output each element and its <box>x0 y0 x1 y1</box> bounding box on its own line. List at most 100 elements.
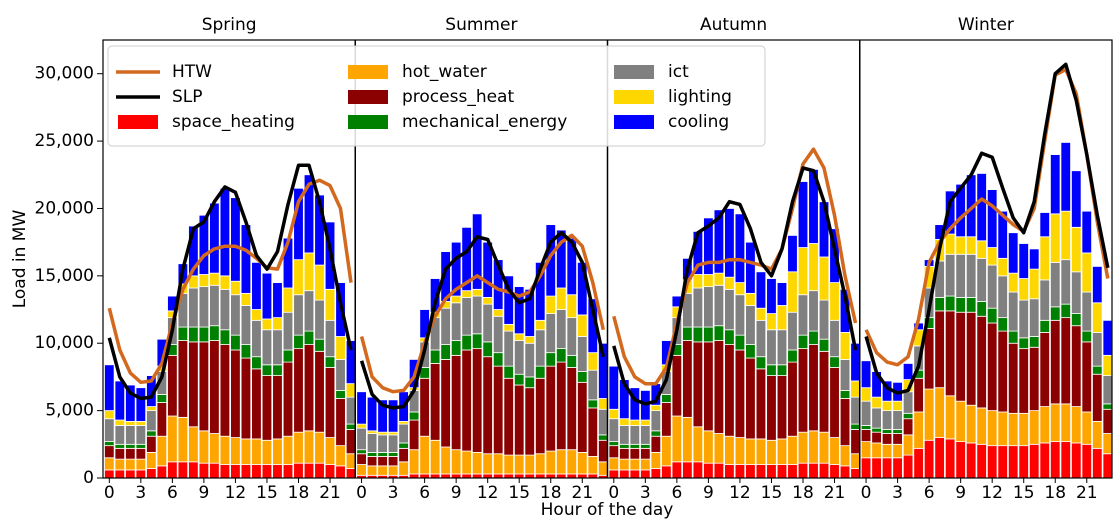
bar-segment <box>619 418 630 426</box>
bar-segment <box>251 261 262 310</box>
bar-segment <box>976 173 987 242</box>
bar-segment <box>104 469 115 479</box>
bar-segment <box>345 453 357 469</box>
bar-segment <box>745 357 756 440</box>
bar-segment <box>1092 365 1103 375</box>
bar-segment <box>944 253 956 297</box>
bar-segment <box>871 427 882 433</box>
bar-segment <box>230 197 241 282</box>
bar-segment <box>850 396 861 425</box>
bar-segment <box>1007 291 1019 332</box>
bar-segment <box>713 325 725 341</box>
panel-title: Winter <box>958 15 1014 35</box>
bar-segment <box>177 416 189 463</box>
bar-segment <box>1060 317 1071 405</box>
bar-segment <box>125 469 136 479</box>
bar-segment <box>104 441 115 447</box>
bar-segment <box>366 396 378 432</box>
bar-segment <box>965 236 977 255</box>
bar-segment <box>282 287 294 313</box>
bar-segment <box>944 310 956 397</box>
legend-label: hot_water <box>402 62 487 82</box>
bar-segment <box>556 473 567 479</box>
bar-segment <box>471 213 483 290</box>
bar-segment <box>104 418 115 443</box>
legend-swatch <box>614 115 654 129</box>
bar-segment <box>566 367 577 451</box>
bar-segment <box>871 396 882 409</box>
bar-segment <box>797 431 809 464</box>
bar-segment <box>986 264 998 309</box>
bar-segment <box>797 348 809 433</box>
bar-segment <box>482 356 493 455</box>
bar-segment <box>692 461 704 479</box>
bar-segment <box>314 462 325 479</box>
x-tick-label: 18 <box>1044 483 1066 503</box>
bar-segment <box>587 456 599 475</box>
bar-segment <box>356 453 367 465</box>
bar-segment <box>209 284 220 327</box>
bar-segment <box>461 473 472 479</box>
bar-segment <box>776 329 788 366</box>
bar-segment <box>135 458 147 471</box>
bar-segment <box>818 256 830 301</box>
bar-segment <box>902 434 914 456</box>
bar-segment <box>1028 443 1040 479</box>
bar-segment <box>188 461 199 479</box>
bar-segment <box>419 473 430 479</box>
bar-segment <box>513 286 525 335</box>
bar-segment <box>965 297 977 313</box>
bar-segment <box>629 443 641 449</box>
x-tick-label: 9 <box>451 483 462 503</box>
bar-segment <box>492 473 504 479</box>
bar-segment <box>293 431 304 464</box>
bar-segment <box>513 454 525 475</box>
y-tick-label: 15,000 <box>35 266 94 286</box>
bar-segment <box>650 435 662 453</box>
bar-segment <box>1060 259 1071 305</box>
bar-segment <box>503 473 514 479</box>
bar-segment <box>556 361 567 451</box>
bar-segment <box>860 425 872 430</box>
bar-segment <box>829 282 840 321</box>
x-tick-label: 21 <box>1076 483 1098 503</box>
bar-segment <box>755 307 767 321</box>
line-htw <box>359 233 606 394</box>
bar-segment <box>429 278 441 313</box>
bar-segment <box>692 287 704 328</box>
bar-segment <box>461 290 472 298</box>
bar-segment <box>703 286 714 328</box>
bar-segment <box>1102 453 1114 479</box>
bar-segment <box>1071 313 1082 327</box>
bar-segment <box>797 334 809 350</box>
bar-segment <box>503 330 514 367</box>
bar-segment <box>482 297 493 305</box>
bar-segment <box>734 213 746 283</box>
bar-segment <box>461 334 472 351</box>
bar-segment <box>955 183 966 238</box>
bar-segment <box>545 295 556 314</box>
line-htw <box>107 178 353 385</box>
bar-segment <box>934 387 945 438</box>
bar-segment <box>177 326 189 341</box>
bar-segment <box>398 447 409 463</box>
bar-segment <box>545 473 556 479</box>
bar-segment <box>167 415 178 463</box>
x-tick-label: 9 <box>703 483 714 503</box>
bar-segment <box>682 326 693 341</box>
bar-segment <box>240 438 252 465</box>
bar-segment <box>1060 303 1071 319</box>
bar-segment <box>261 318 273 331</box>
bar-segment <box>1102 354 1114 376</box>
bar-segment <box>135 425 147 445</box>
bar-segment <box>345 423 357 430</box>
x-tick-label: 3 <box>388 483 399 503</box>
legend: HTW SLP space_heating hot_water process_heat… <box>107 45 766 147</box>
legend-label: space_heating <box>172 112 295 132</box>
bar-segment <box>1007 445 1019 479</box>
bar-segment <box>839 445 851 467</box>
bar-segment <box>1039 319 1050 333</box>
bar-segment <box>1007 342 1019 414</box>
bar-segment <box>440 344 451 360</box>
bar-segment <box>892 443 903 459</box>
